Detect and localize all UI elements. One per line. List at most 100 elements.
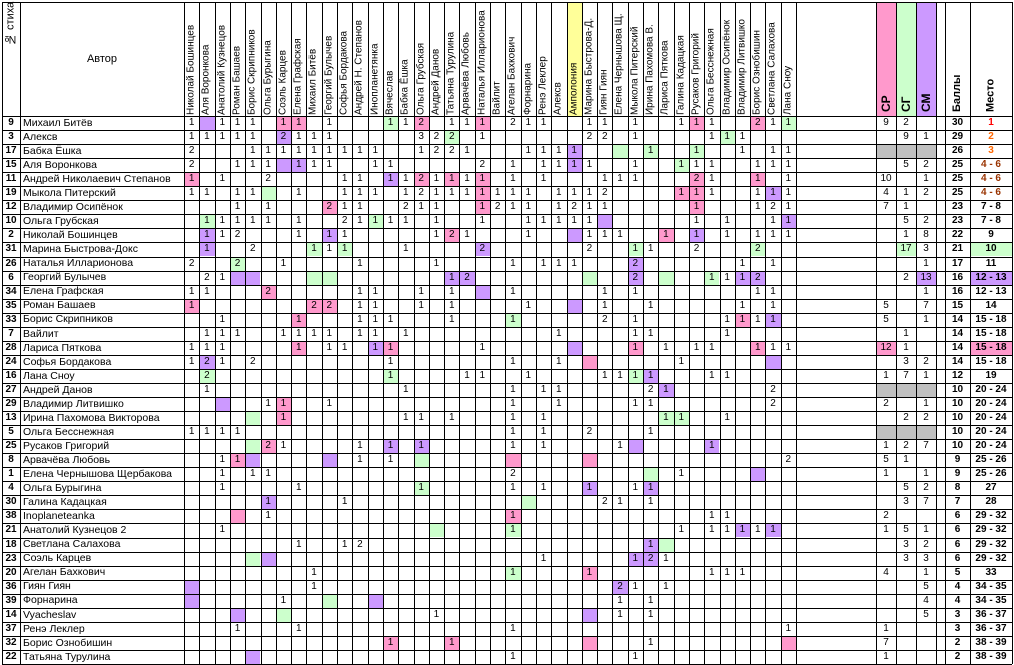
vote-cell: 1 <box>387 313 394 325</box>
voter-header: Инопланетянка <box>369 43 381 115</box>
cr-cell: 12 <box>880 341 892 353</box>
vote-cell: 2 <box>418 117 424 129</box>
author-name: Наталья Илларионова <box>23 257 134 270</box>
vote-cell: 2 <box>770 398 776 410</box>
vote-highlight <box>734 523 751 538</box>
row-number: 28 <box>5 341 17 353</box>
vote-cell: 1 <box>632 313 639 325</box>
vote-highlight <box>566 144 582 159</box>
vote-cell: 1 <box>204 383 210 395</box>
grid-vline <box>245 2 246 664</box>
vote-cell: 2 <box>601 131 608 143</box>
voter-header: Вайлит <box>491 81 503 115</box>
vote-cell: 1 <box>448 412 455 424</box>
grid-vline <box>781 2 782 664</box>
score-cell: 9 <box>954 468 961 480</box>
vote-cell: 1 <box>632 173 639 185</box>
vote-cell: 1 <box>770 299 776 311</box>
cr-cell: 9 <box>883 117 889 129</box>
score-cell: 21 <box>951 243 964 255</box>
vote-cell: 2 <box>403 201 409 213</box>
cr-cell: 1 <box>883 622 889 634</box>
vote-cell: 2 <box>448 145 455 157</box>
vote-cell: 2 <box>448 229 455 241</box>
vote-cell: 1 <box>770 285 776 297</box>
vote-cell: 1 <box>632 131 639 143</box>
vote-cell: 1 <box>632 117 639 129</box>
cm-cell: 1 <box>923 257 929 269</box>
grid-hline <box>2 313 1012 314</box>
vote-highlight <box>688 172 705 187</box>
grid-vline <box>720 2 721 664</box>
header-cg: СГ <box>899 96 913 112</box>
cm-cell: 1 <box>923 369 929 381</box>
score-cell: 9 <box>954 454 961 466</box>
vote-cell: 1 <box>464 117 470 129</box>
vote-cell: 1 <box>632 398 639 410</box>
vote-cell: 1 <box>586 159 593 171</box>
score-cell: 4 <box>954 594 961 606</box>
vote-cell: 1 <box>510 173 516 185</box>
score-cell: 2 <box>954 650 961 662</box>
vote-cell: 1 <box>341 341 348 353</box>
vote-highlight <box>627 256 643 271</box>
vote-cell: 1 <box>387 159 394 171</box>
vote-cell: 1 <box>295 117 302 129</box>
vote-highlight <box>229 453 246 468</box>
vote-cell: 1 <box>219 313 226 325</box>
vote-cell: 1 <box>479 201 486 213</box>
vote-cell: 1 <box>571 257 577 269</box>
author-name: Марина Быстрова-Докс <box>23 243 138 256</box>
vote-cell: 1 <box>311 327 317 339</box>
place-cell: 36 - 37 <box>975 608 1007 620</box>
vote-cell: 1 <box>754 173 761 185</box>
vote-cell: 1 <box>540 173 547 185</box>
vote-cell: 1 <box>663 580 669 592</box>
cg-cell: 3 <box>903 538 909 550</box>
row-number: 5 <box>8 426 14 438</box>
grid-hline <box>2 467 1012 468</box>
grid-hline <box>2 257 1012 258</box>
grid-vline <box>368 2 369 664</box>
vote-cell: 1 <box>647 538 654 550</box>
author-name: Лана Сноу <box>23 369 75 382</box>
vote-cell: 2 <box>204 355 210 367</box>
vote-highlight <box>581 453 598 468</box>
vote-highlight <box>275 130 292 145</box>
score-cell: 14 <box>951 355 964 367</box>
vote-cell: 1 <box>724 131 730 143</box>
vote-cell: 1 <box>341 145 348 157</box>
score-cell: 23 <box>951 201 964 213</box>
vote-cell: 1 <box>295 341 302 353</box>
grid-vline <box>945 2 946 664</box>
voter-header: Алексв <box>552 82 564 115</box>
vote-highlight <box>627 340 643 355</box>
vote-cell: 1 <box>678 412 685 424</box>
vote-cell: 1 <box>770 159 776 171</box>
voter-header: Ольга Грубская <box>415 42 427 115</box>
row-number: 18 <box>5 538 17 550</box>
vote-cell: 1 <box>433 201 440 213</box>
vote-highlight <box>444 228 460 243</box>
grid-vline <box>276 2 277 664</box>
vote-cell: 1 <box>234 622 241 634</box>
header-score: Баллы <box>951 74 963 112</box>
vote-cell: 1 <box>265 215 271 227</box>
vote-cell: 1 <box>540 412 547 424</box>
vote-cell: 2 <box>754 243 761 255</box>
cm-cell: 1 <box>923 313 929 325</box>
vote-highlight <box>413 453 429 468</box>
grid-hline <box>2 214 1012 215</box>
grid-hline <box>2 608 1012 609</box>
score-cell: 14 <box>951 313 964 325</box>
row-number: 25 <box>5 440 17 452</box>
vote-cell: 1 <box>219 426 226 438</box>
vote-cell: 1 <box>571 159 577 171</box>
vote-highlight <box>229 256 246 271</box>
voter-header: Роман Башаев <box>231 45 243 115</box>
vote-cell: 1 <box>387 215 394 227</box>
vote-cell: 1 <box>418 440 424 452</box>
vote-cell: 1 <box>785 187 792 199</box>
vote-highlight <box>184 172 200 187</box>
cm-cell: 1 <box>923 131 929 143</box>
